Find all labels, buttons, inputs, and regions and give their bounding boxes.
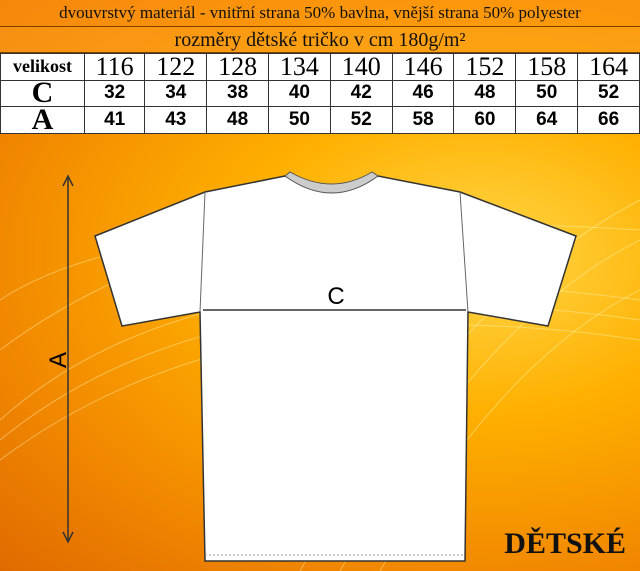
table-row-c: C 32 34 38 40 42 46 48 50 52: [0, 78, 640, 107]
value-cell: 60: [453, 106, 517, 134]
category-label: DĚTSKÉ: [504, 527, 626, 560]
value-cell: 48: [453, 79, 517, 107]
value-cell: 43: [144, 106, 208, 134]
collar: [284, 171, 379, 194]
size-cell: 122: [144, 53, 208, 81]
value-cell: 50: [268, 106, 331, 134]
material-info: dvouvrstvý materiál - vnitřní strana 50%…: [0, 0, 640, 27]
value-cell: 46: [391, 79, 455, 107]
size-cell: 116: [83, 53, 146, 81]
value-cell: 42: [329, 79, 393, 107]
size-cell: 158: [515, 53, 579, 81]
size-cell: 128: [206, 53, 269, 81]
value-cell: 41: [83, 106, 146, 134]
value-cell: 52: [329, 106, 393, 134]
tshirt-shape: [94, 175, 577, 562]
length-label: A: [45, 352, 72, 368]
row-label: A: [0, 105, 85, 134]
value-cell: 34: [144, 79, 208, 107]
value-cell: 58: [391, 106, 455, 134]
value-cell: 66: [577, 106, 640, 134]
size-cell: 152: [453, 53, 517, 81]
row-label: C: [0, 78, 85, 107]
size-cell: 140: [329, 53, 393, 81]
chart-title: rozměry dětské tričko v cm 180g/m²: [0, 27, 640, 53]
size-cell: 134: [268, 53, 331, 81]
width-label: C: [327, 283, 344, 310]
size-cell: 164: [577, 53, 640, 81]
value-cell: 64: [515, 106, 579, 134]
sleeve-seam-right: [459, 191, 469, 313]
table-row-sizes: velikost 116 122 128 134 140 146 152 158…: [0, 53, 640, 81]
size-cell: 146: [391, 53, 455, 81]
value-cell: 40: [268, 79, 331, 107]
value-cell: 48: [206, 106, 269, 134]
arrowheads: [62, 174, 74, 544]
size-table: velikost 116 122 128 134 140 146 152 158…: [0, 53, 640, 134]
value-cell: 32: [83, 79, 146, 107]
table-row-a: A 41 43 48 50 52 58 60 64 66: [0, 105, 640, 134]
sleeve-seam-left: [199, 191, 206, 313]
